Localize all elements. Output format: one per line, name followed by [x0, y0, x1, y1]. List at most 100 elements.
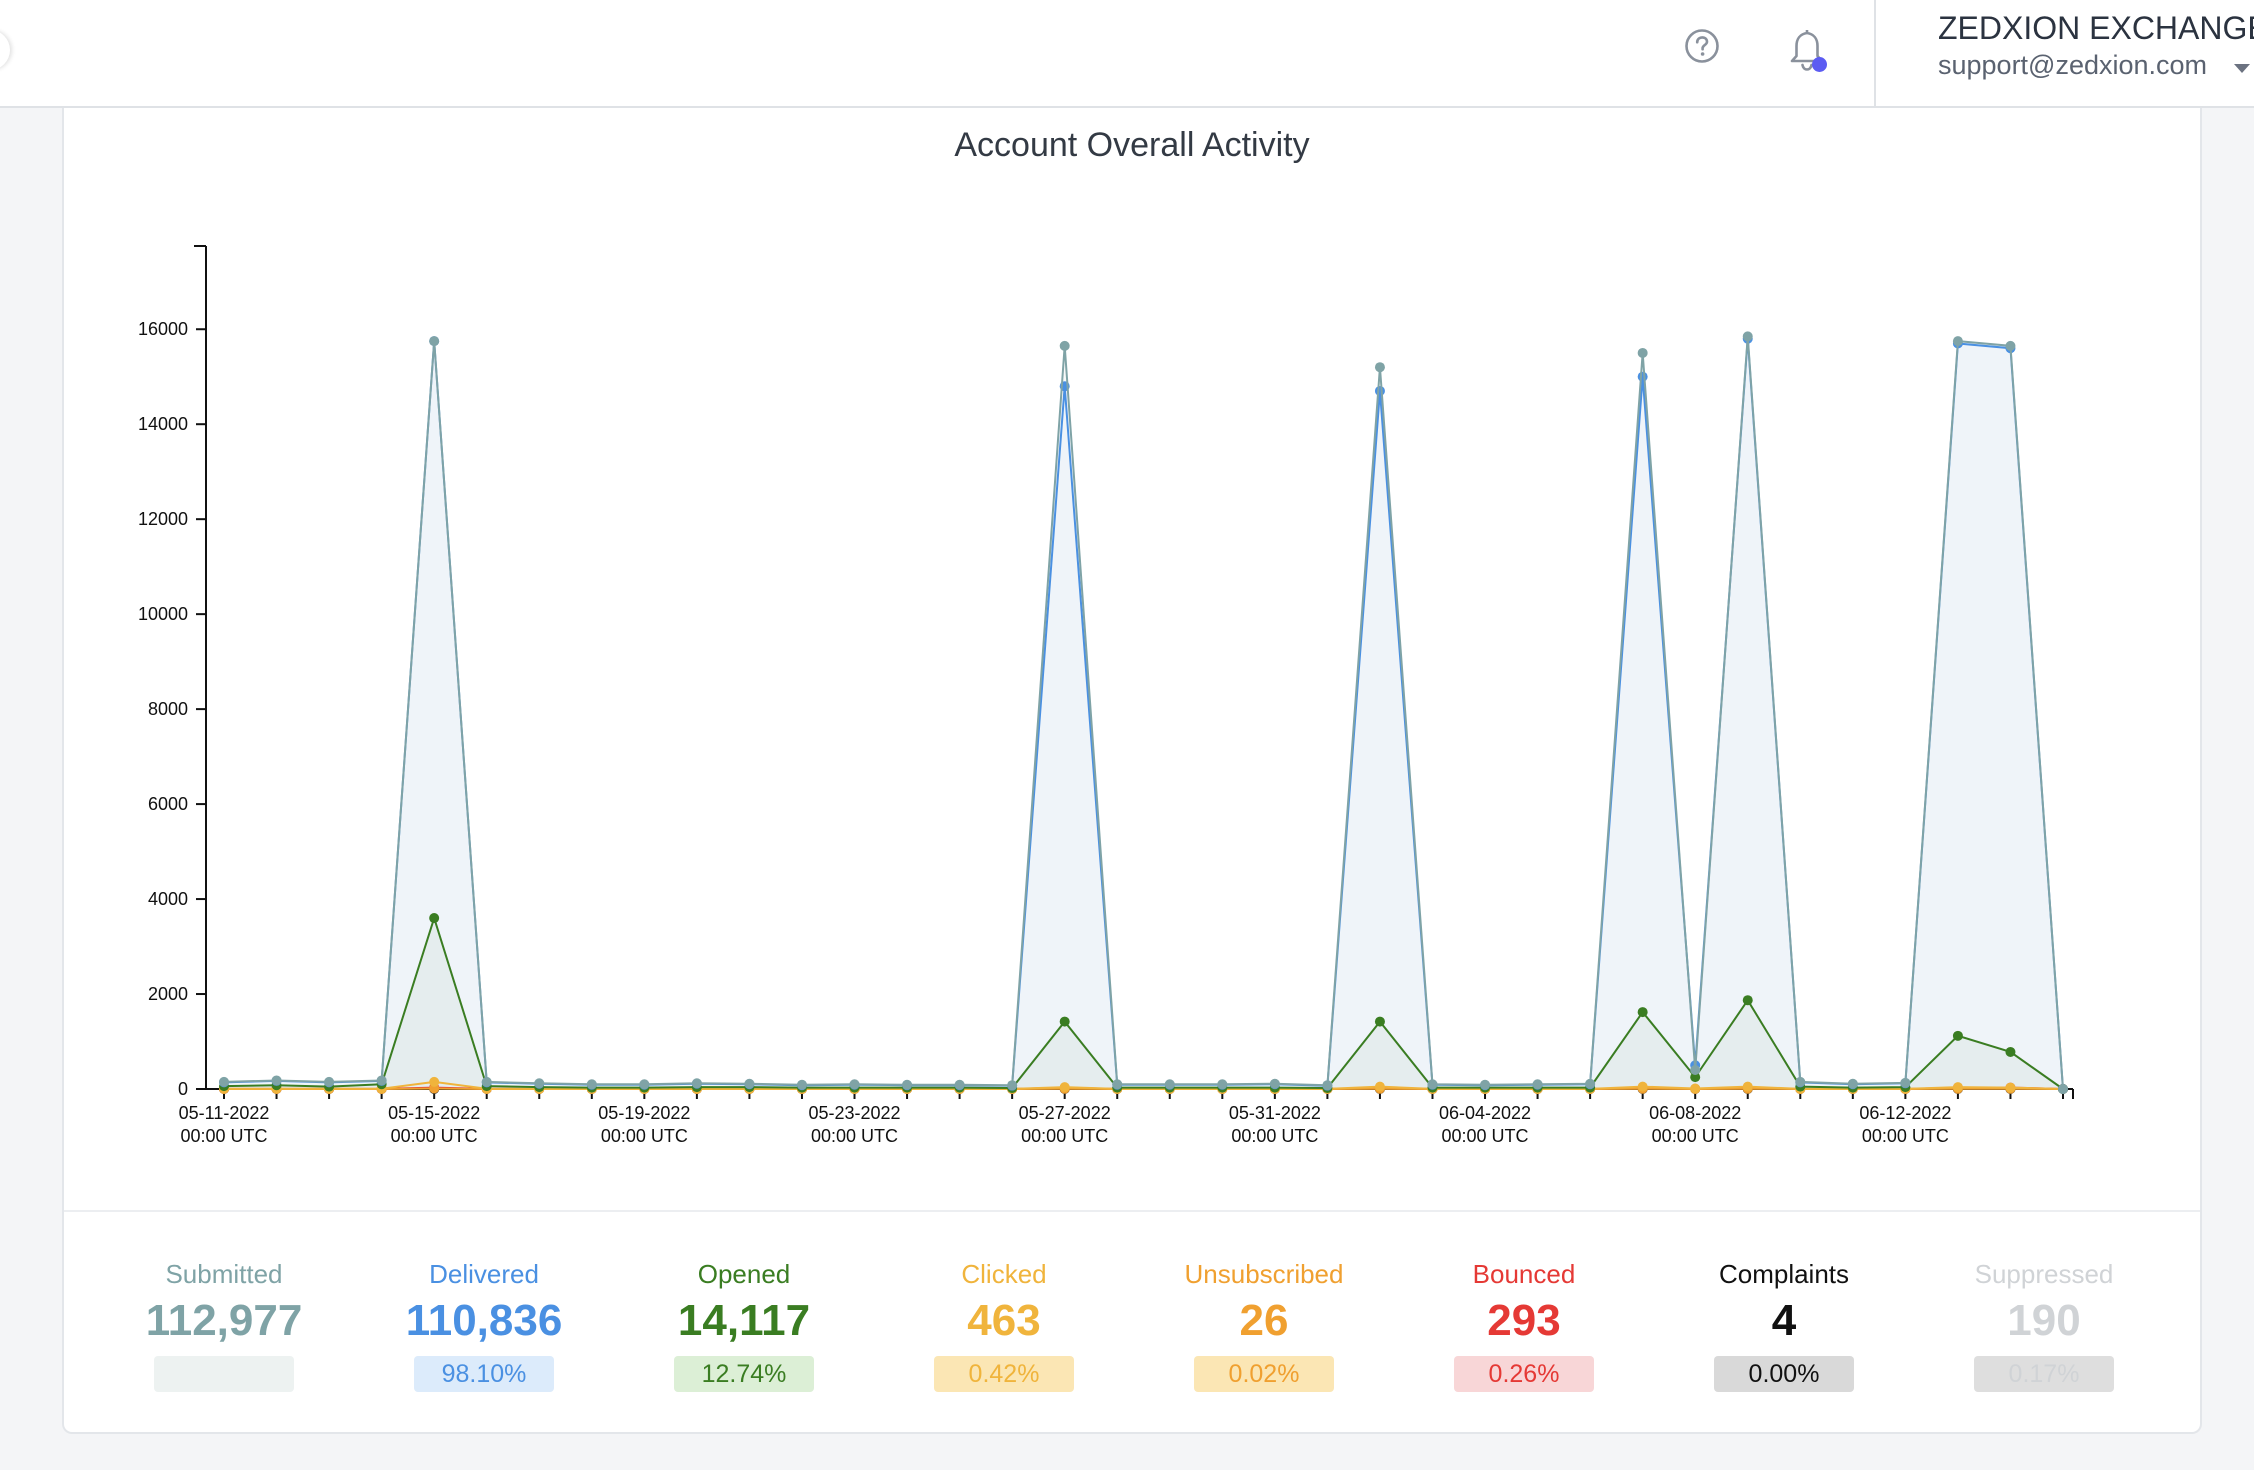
notification-dot — [1812, 57, 1827, 72]
data-point-submitted — [271, 1075, 282, 1086]
stat-value: 112,977 — [145, 1296, 303, 1345]
stat-value: 14,117 — [677, 1296, 811, 1345]
data-point-opened — [1637, 1007, 1648, 1018]
stat-percentage: 12.74% — [674, 1356, 814, 1392]
data-point-submitted — [481, 1076, 492, 1087]
chart-title: Account Overall Activity — [954, 126, 1310, 164]
data-point-submitted — [1795, 1076, 1806, 1087]
x-tick-label-time: 00:00 UTC — [180, 1126, 267, 1146]
data-point-submitted — [902, 1079, 913, 1090]
x-tick-label-time: 00:00 UTC — [1652, 1126, 1739, 1146]
x-tick-label-time: 00:00 UTC — [1021, 1126, 1108, 1146]
stat-label: Unsubscribed — [1184, 1259, 1344, 1289]
data-point-submitted — [1007, 1080, 1018, 1091]
series-area-delivered — [224, 338, 2063, 1089]
organization-name[interactable]: ZEDXION EXCHANGE — [1938, 10, 2254, 46]
x-tick-label-date: 05-11-2022 — [179, 1103, 270, 1123]
data-point-submitted — [1952, 336, 1963, 347]
data-point-submitted — [744, 1078, 755, 1089]
data-point-opened — [429, 913, 440, 924]
stat-unsubscribed[interactable]: Unsubscribed 26 0.02% — [1134, 1258, 1394, 1392]
stat-bounced[interactable]: Bounced 293 0.26% — [1394, 1258, 1654, 1392]
chevron-down-icon[interactable] — [2234, 64, 2250, 73]
data-point-delivered — [1637, 371, 1648, 382]
y-tick-label: 16000 — [138, 319, 188, 339]
header-divider — [1874, 0, 1876, 108]
y-tick-label: 8000 — [148, 699, 188, 719]
stat-delivered[interactable]: Delivered 110,836 98.10% — [354, 1258, 614, 1392]
stat-value: 293 — [1487, 1296, 1561, 1345]
stat-value: 190 — [2007, 1296, 2081, 1345]
data-point-clicked — [1374, 1081, 1385, 1092]
data-point-opened — [1742, 995, 1753, 1006]
bell-icon[interactable] — [1786, 26, 1828, 74]
stat-percentage — [154, 1356, 294, 1392]
x-tick-label-date: 05-31-2022 — [1229, 1103, 1321, 1123]
stat-percentage: 0.17% — [1974, 1356, 2114, 1392]
data-point-submitted — [1059, 340, 1070, 351]
stat-label: Opened — [697, 1259, 791, 1289]
sidebar-toggle[interactable] — [0, 30, 10, 70]
data-point-submitted — [1585, 1078, 1596, 1089]
data-point-submitted — [376, 1075, 387, 1086]
y-tick-label: 14000 — [138, 414, 188, 434]
data-point-submitted — [954, 1079, 965, 1090]
data-point-submitted — [1690, 1065, 1701, 1076]
data-point-delivered — [1374, 385, 1385, 396]
data-point-opened — [1690, 1072, 1701, 1083]
stat-complaints[interactable]: Complaints 4 0.00% — [1654, 1258, 1914, 1392]
y-tick-label: 0 — [178, 1079, 188, 1099]
data-point-clicked — [1690, 1083, 1701, 1094]
stat-submitted[interactable]: Submitted 112,977 — [94, 1258, 354, 1392]
stat-value: 110,836 — [405, 1296, 563, 1345]
y-tick-label: 12000 — [138, 509, 188, 529]
data-point-submitted — [1427, 1079, 1438, 1090]
x-tick-label-date: 06-04-2022 — [1439, 1103, 1531, 1123]
stat-value: 463 — [967, 1296, 1041, 1345]
series-line-submitted — [223, 336, 2064, 1090]
data-point-opened — [1059, 1016, 1070, 1027]
data-point-submitted — [1374, 362, 1385, 373]
x-tick-label-date: 05-27-2022 — [1019, 1103, 1111, 1123]
stat-label: Clicked — [961, 1259, 1047, 1289]
y-tick-label: 4000 — [148, 889, 188, 909]
y-tick-label: 2000 — [148, 984, 188, 1004]
data-point-submitted — [2058, 1084, 2068, 1094]
stat-percentage: 0.00% — [1714, 1356, 1854, 1392]
stat-label: Submitted — [165, 1259, 283, 1289]
account-email[interactable]: support@zedxion.com — [1938, 50, 2208, 80]
data-point-submitted — [1742, 331, 1753, 342]
data-point-submitted — [849, 1079, 860, 1090]
stat-clicked[interactable]: Clicked 463 0.42% — [874, 1258, 1134, 1392]
y-tick-label: 6000 — [148, 794, 188, 814]
x-tick-label-time: 00:00 UTC — [811, 1126, 898, 1146]
data-point-submitted — [1322, 1080, 1333, 1091]
x-tick-label-time: 00:00 UTC — [1231, 1126, 1318, 1146]
x-tick-label-date: 05-15-2022 — [388, 1103, 480, 1123]
series-area-opened — [224, 918, 2063, 1089]
series-line-clicked — [224, 1080, 2064, 1090]
stat-percentage: 0.42% — [934, 1356, 1074, 1392]
stat-label: Bounced — [1472, 1259, 1576, 1289]
data-point-submitted — [1480, 1079, 1491, 1090]
stat-value: 26 — [1239, 1296, 1289, 1345]
data-point-submitted — [429, 336, 440, 347]
stat-percentage: 98.10% — [414, 1356, 554, 1392]
help-circle-icon[interactable] — [1684, 28, 1720, 64]
data-point-submitted — [1900, 1077, 1911, 1088]
stat-opened[interactable]: Opened 14,117 12.74% — [614, 1258, 874, 1392]
data-point-clicked — [1637, 1081, 1648, 1092]
x-tick-label-date: 05-23-2022 — [808, 1103, 900, 1123]
data-point-submitted — [1637, 347, 1648, 358]
data-point-submitted — [2005, 340, 2016, 351]
data-point-submitted — [1847, 1078, 1858, 1089]
y-tick-label: 10000 — [138, 604, 188, 624]
stat-suppressed[interactable]: Suppressed 190 0.17% — [1914, 1258, 2174, 1392]
data-point-submitted — [1532, 1079, 1543, 1090]
series-area-submitted — [224, 336, 2063, 1089]
series-line-opened — [223, 914, 2064, 1090]
stat-label: Delivered — [429, 1259, 539, 1289]
activity-card: 0 2000 4000 6000 8000 10000 12000 14000 16000 05-… — [62, 108, 2202, 1434]
data-point-submitted — [324, 1076, 335, 1087]
data-point-clicked — [429, 1076, 440, 1087]
